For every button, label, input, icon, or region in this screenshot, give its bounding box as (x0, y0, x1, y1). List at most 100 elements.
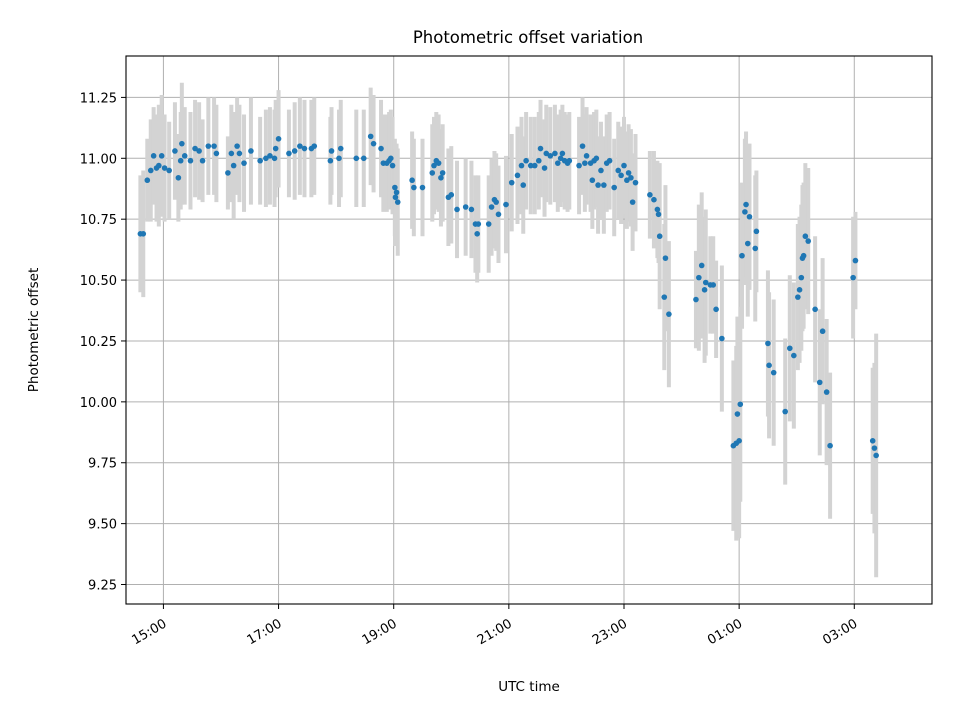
data-point (566, 157, 573, 164)
data-point (628, 174, 634, 181)
data-point (753, 228, 760, 235)
x-axis-label: UTC time (498, 679, 560, 695)
x-axis-ticks: 15:00 17:00 19:00 21:00 23:00 01:00 03:00 (129, 604, 860, 648)
data-point (179, 140, 185, 147)
data-point (520, 182, 527, 188)
x-tick-label: 15:00 (129, 616, 169, 648)
data-point (523, 157, 529, 164)
data-point (199, 157, 206, 164)
data-point (503, 201, 509, 208)
data-point (275, 136, 282, 142)
data-point (158, 153, 165, 159)
data-point (576, 162, 582, 169)
x-tick-label: 17:00 (245, 616, 285, 648)
data-point (438, 174, 444, 181)
data-point (805, 238, 812, 244)
data-point (541, 165, 548, 171)
data-point (611, 184, 618, 191)
data-point (454, 206, 460, 213)
data-point (601, 182, 607, 188)
data-point (766, 362, 772, 369)
data-point (419, 184, 426, 191)
y-tick-label: 10.25 (80, 335, 117, 350)
data-point (666, 311, 672, 317)
data-point (651, 196, 657, 203)
y-tick-label: 9.25 (88, 579, 117, 594)
data-point (241, 160, 247, 166)
x-tick-label: 19:00 (360, 616, 400, 648)
data-point (701, 287, 708, 293)
data-point (746, 213, 753, 220)
data-point (394, 199, 401, 205)
y-tick-label: 10.00 (80, 396, 117, 411)
data-point (737, 401, 744, 408)
data-point (392, 184, 398, 191)
y-axis-ticks: 9.25 9.50 9.75 10.00 10.25 10.50 10.75 11.00 11.… (80, 91, 126, 594)
x-tick-label: 23:00 (590, 616, 630, 648)
data-point (582, 160, 588, 166)
data-point (228, 150, 235, 157)
data-point (782, 408, 788, 415)
data-point (791, 352, 797, 359)
data-point (752, 245, 759, 252)
data-point (621, 162, 627, 169)
data-point (713, 306, 719, 313)
data-point (629, 199, 636, 205)
data-point (543, 150, 550, 157)
data-point (327, 157, 334, 164)
data-point (579, 143, 586, 149)
data-point (739, 252, 745, 259)
data-point (552, 150, 558, 157)
data-point (589, 177, 596, 184)
data-point (336, 155, 342, 162)
data-point (696, 274, 702, 281)
data-point (263, 155, 269, 162)
data-point (161, 165, 168, 171)
data-point (389, 162, 396, 169)
y-tick-label: 9.50 (88, 518, 117, 533)
data-point (554, 160, 561, 166)
data-point (311, 143, 318, 149)
data-point (337, 145, 344, 152)
data-point (297, 143, 303, 149)
y-tick-label: 9.75 (88, 457, 117, 472)
data-point (175, 174, 182, 181)
data-point (367, 133, 374, 140)
data-point (267, 153, 273, 159)
data-point (873, 452, 879, 459)
data-point (514, 172, 521, 179)
data-point (795, 294, 801, 300)
data-point (236, 150, 243, 157)
data-point (411, 184, 417, 191)
data-point (166, 167, 172, 174)
data-point (662, 255, 669, 261)
data-point (495, 211, 502, 218)
x-tick-label: 21:00 (475, 616, 515, 648)
data-point (140, 230, 147, 237)
data-point (744, 240, 751, 247)
data-point (475, 221, 482, 227)
data-point (248, 148, 254, 154)
data-point (493, 199, 499, 205)
x-tick-label: 01:00 (705, 616, 745, 648)
data-point (693, 296, 699, 303)
data-point (147, 167, 154, 174)
data-point (710, 282, 717, 288)
data-point (272, 145, 279, 152)
data-point (736, 438, 742, 444)
data-point (869, 438, 876, 444)
data-point (654, 206, 661, 213)
data-point (816, 379, 823, 386)
y-tick-label: 10.50 (80, 274, 117, 289)
data-point (488, 204, 495, 210)
data-point (531, 162, 538, 169)
data-point (187, 157, 194, 164)
data-point (802, 233, 809, 240)
data-point (150, 153, 157, 159)
y-tick-label: 11.00 (80, 152, 117, 167)
data-point (205, 143, 212, 149)
data-point (786, 345, 793, 352)
data-point (647, 192, 653, 198)
x-tick-label: 03:00 (820, 616, 860, 648)
